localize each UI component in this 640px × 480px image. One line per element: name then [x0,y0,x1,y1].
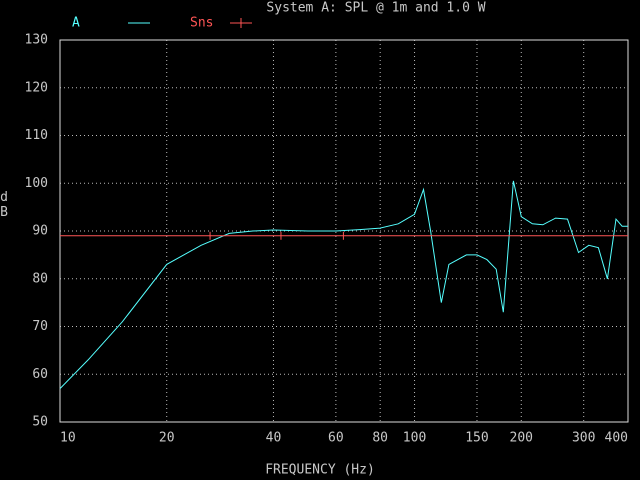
y-axis-label: dB [0,190,12,220]
x-tick-label: 300 [572,431,595,446]
chart-title: System A: SPL @ 1m and 1.0 W [266,1,485,16]
y-tick-label: 110 [25,128,48,143]
y-tick-label: 70 [32,319,48,334]
x-tick-label: 400 [605,431,628,446]
legend-label: A [72,16,80,31]
x-axis-label: FREQUENCY (Hz) [265,463,375,478]
x-tick-label: 200 [510,431,533,446]
y-tick-label: 60 [32,367,48,382]
y-tick-label: 100 [25,176,48,191]
x-tick-label: 80 [372,431,388,446]
legend-label: Sns [190,16,213,31]
x-tick-label: 20 [159,431,175,446]
x-tick-label: 100 [403,431,426,446]
x-tick-label: 10 [60,431,76,446]
y-tick-label: 90 [32,224,48,239]
y-tick-label: 120 [25,80,48,95]
x-tick-label: 40 [266,431,282,446]
y-tick-label: 130 [25,33,48,48]
x-tick-label: 150 [465,431,488,446]
series-line [59,180,628,389]
y-tick-label: 80 [32,271,48,286]
x-tick-label: 60 [328,431,344,446]
y-tick-label: 50 [32,415,48,430]
plot-frame [59,39,629,423]
